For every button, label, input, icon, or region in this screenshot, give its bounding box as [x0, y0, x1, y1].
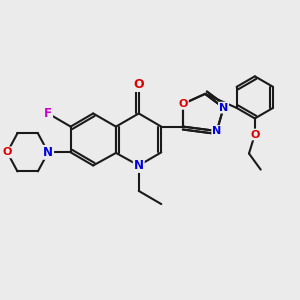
- Text: N: N: [219, 103, 228, 112]
- Text: N: N: [43, 146, 53, 159]
- Text: N: N: [134, 159, 144, 172]
- Text: O: O: [178, 99, 188, 109]
- Text: F: F: [44, 107, 52, 120]
- Text: O: O: [134, 78, 144, 91]
- Text: O: O: [250, 130, 260, 140]
- Text: O: O: [2, 147, 12, 157]
- Text: N: N: [212, 126, 221, 136]
